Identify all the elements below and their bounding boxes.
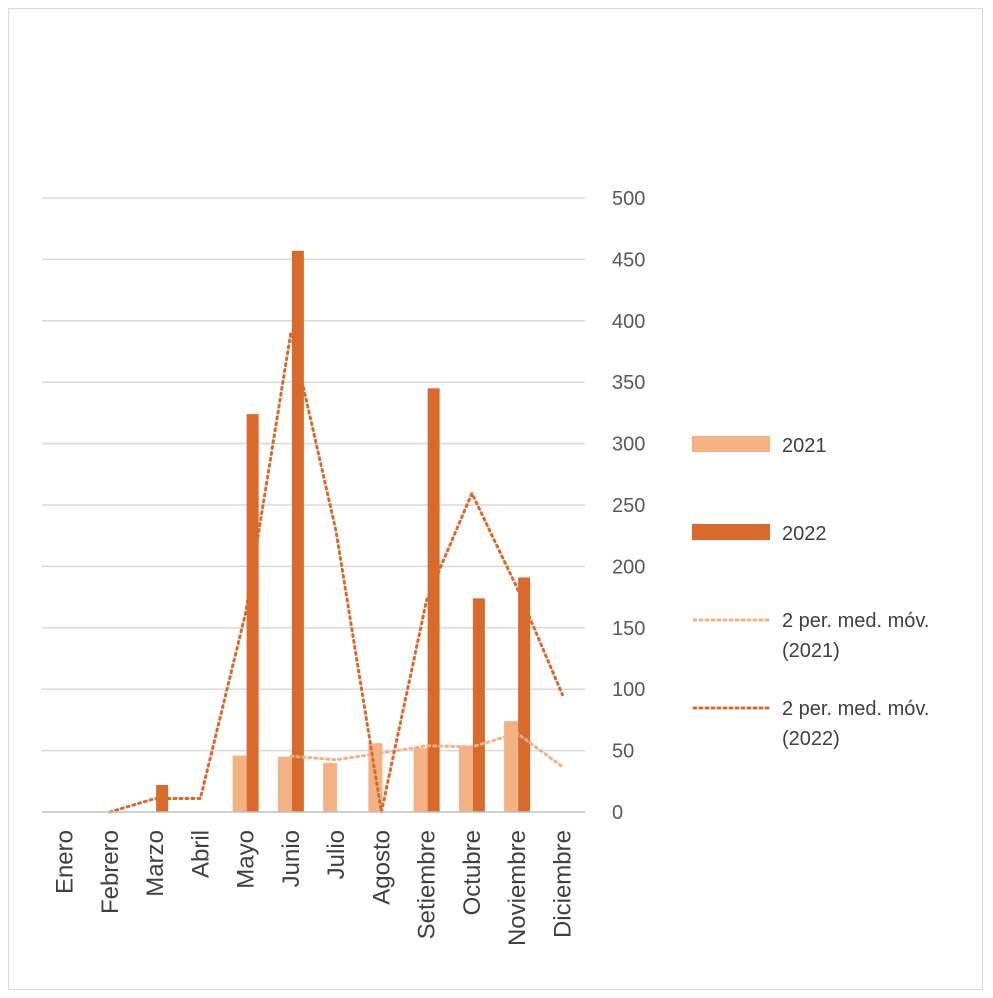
y-tick-label: 0 — [612, 802, 623, 824]
bar-2022-setiembre — [427, 388, 440, 812]
y-tick-label: 250 — [612, 495, 645, 517]
x-category-label: Diciembre — [549, 830, 576, 938]
bar-2021-noviembre — [504, 721, 519, 812]
legend-label-2022: 2022 — [782, 523, 827, 545]
legend-label-trend-line2: (2021) — [782, 640, 840, 662]
bar-2021-mayo — [232, 755, 247, 812]
x-category-label: Marzo — [142, 830, 169, 897]
y-tick-label: 450 — [612, 249, 645, 271]
y-tick-label: 500 — [612, 188, 645, 210]
legend-swatch-2022 — [692, 524, 770, 540]
legend-label-2021: 2021 — [782, 435, 827, 457]
bar-2022-octubre — [472, 598, 485, 812]
y-tick-label: 400 — [612, 311, 645, 333]
bar-2022-junio — [291, 250, 304, 812]
x-category-label: Octubre — [459, 830, 486, 915]
bar-2022-noviembre — [518, 577, 531, 812]
x-category-label: Junio — [278, 830, 305, 887]
bars — [156, 250, 531, 812]
trendline-2022 — [108, 332, 564, 814]
legend-swatch-2021 — [692, 436, 770, 452]
bar-2021-setiembre — [413, 748, 428, 812]
bar-2021-julio — [323, 762, 338, 812]
x-category-label: Abril — [187, 830, 214, 878]
y-tick-label: 350 — [612, 372, 645, 394]
x-category-label: Julio — [323, 830, 350, 879]
bar-2021-octubre — [458, 745, 473, 812]
legend-label-trend-line2: (2022) — [782, 728, 840, 750]
legend-label-trend-line1: 2 per. med. móv. — [782, 610, 929, 632]
bar-2021-junio — [277, 756, 292, 812]
y-tick-label: 150 — [612, 618, 645, 640]
y-tick-label: 50 — [612, 741, 634, 763]
x-category-label: Enero — [52, 830, 79, 894]
y-tick-label: 200 — [612, 556, 645, 578]
x-category-label: Febrero — [97, 830, 124, 914]
y-tick-label: 100 — [612, 679, 645, 701]
trendlines — [108, 332, 564, 814]
y-tick-label: 300 — [612, 434, 645, 456]
legend-label-trend-line1: 2 per. med. móv. — [782, 698, 929, 720]
legend: 2021 2022 2 per. med. móv. (2021) 2 per. med… — [692, 435, 929, 750]
x-category-label: Mayo — [233, 830, 260, 889]
chart-frame — [8, 8, 983, 990]
x-category-label: Noviembre — [504, 830, 531, 946]
trendline-2021 — [289, 731, 564, 769]
x-category-label: Setiembre — [414, 830, 441, 939]
bar-2022-mayo — [246, 414, 259, 812]
gridlines — [42, 197, 585, 752]
x-category-label: Agosto — [368, 830, 395, 905]
axes: 0 50 100 150 200 250 300 350 400 450 500 Enero Febre… — [42, 188, 645, 946]
